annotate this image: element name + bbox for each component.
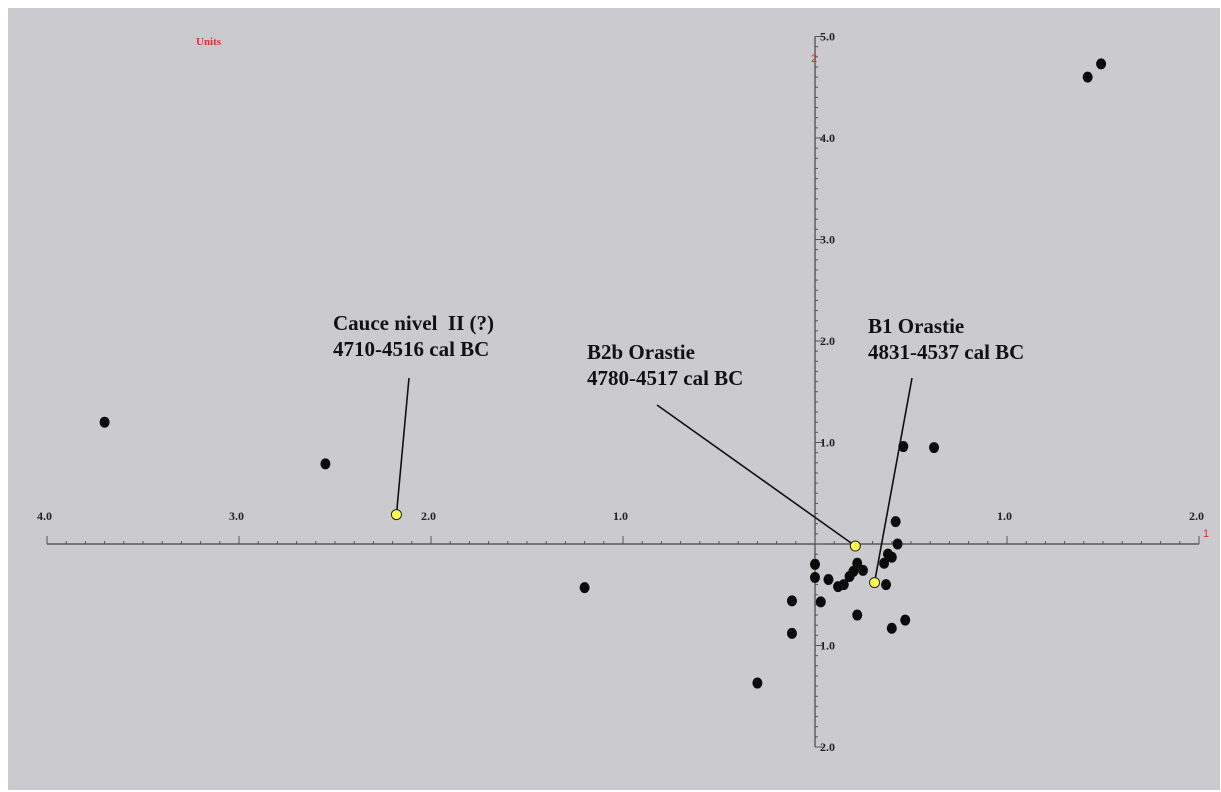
callout-line <box>395 377 410 515</box>
data-point <box>858 564 868 576</box>
callout-lines <box>395 377 913 583</box>
data-point <box>786 627 797 639</box>
data-point <box>1096 58 1107 70</box>
data-point <box>1082 71 1093 83</box>
annotation-text: 4780-4517 cal BC <box>587 366 743 390</box>
y-tick-label: 1.0 <box>820 639 835 653</box>
y-tick-label: 3.0 <box>820 233 835 247</box>
y-tick-label: 1.0 <box>820 436 835 450</box>
y-tick-label: 4.0 <box>820 131 835 145</box>
data-point <box>879 557 890 569</box>
data-point <box>892 538 903 550</box>
highlighted-point <box>849 540 861 552</box>
data-point <box>752 677 763 689</box>
data-point <box>886 551 897 563</box>
data-point <box>320 458 331 470</box>
data-points <box>99 58 1107 689</box>
chart-background <box>8 8 1220 790</box>
data-point <box>810 558 820 570</box>
x-tick-label: 1.0 <box>997 509 1012 523</box>
data-point <box>900 614 911 626</box>
highlighted-points <box>390 509 881 589</box>
data-point <box>815 596 826 608</box>
units-label: Units <box>196 36 222 48</box>
x-tick-label: 4.0 <box>37 509 52 523</box>
annotation-text: B2b Orastie <box>587 340 695 364</box>
axis-ticks: 4.0 3.0 2.0 1.0 1.0 2.0 5.0 4.0 3.0 2.0 1.0 1.0 2.0 <box>37 30 1204 755</box>
annotations: Cauce nivel II (?)4710-4516 cal BC B2b Or… <box>333 311 1024 390</box>
highlighted-point <box>869 577 881 589</box>
data-point <box>852 609 863 621</box>
data-point <box>579 582 590 594</box>
y-tick-label: 5.0 <box>820 30 835 44</box>
annotation-text: 4831-4537 cal BC <box>868 340 1024 364</box>
annotation-text: 4710-4516 cal BC <box>333 337 489 361</box>
x-tick-label: 2.0 <box>421 509 436 523</box>
data-point <box>848 565 859 577</box>
annotation-text: Cauce nivel II (?) <box>333 311 494 335</box>
data-point <box>890 516 901 528</box>
data-point <box>886 622 897 634</box>
y-tick-label: 2.0 <box>820 740 835 754</box>
data-point <box>810 571 820 583</box>
x-tick-label: 1.0 <box>613 509 628 523</box>
y-tick-label: 2.0 <box>820 334 835 348</box>
data-point <box>881 579 892 591</box>
annotation-text: B1 Orastie <box>868 314 964 338</box>
data-point <box>786 595 797 607</box>
x-tick-label: 3.0 <box>229 509 244 523</box>
data-point <box>823 574 834 586</box>
highlighted-point <box>390 509 402 521</box>
x-axis-name: 1 <box>1203 528 1209 540</box>
axes <box>47 36 1199 747</box>
callout-line <box>873 377 913 583</box>
y-axis-name: 2 <box>811 53 817 65</box>
data-point <box>99 416 110 428</box>
data-point <box>929 442 940 454</box>
minor-ticks <box>46 36 1200 748</box>
data-point <box>898 441 909 453</box>
x-tick-label: 2.0 <box>1189 509 1204 523</box>
callout-line <box>656 404 856 547</box>
data-point <box>838 579 849 591</box>
data-point <box>852 557 863 569</box>
